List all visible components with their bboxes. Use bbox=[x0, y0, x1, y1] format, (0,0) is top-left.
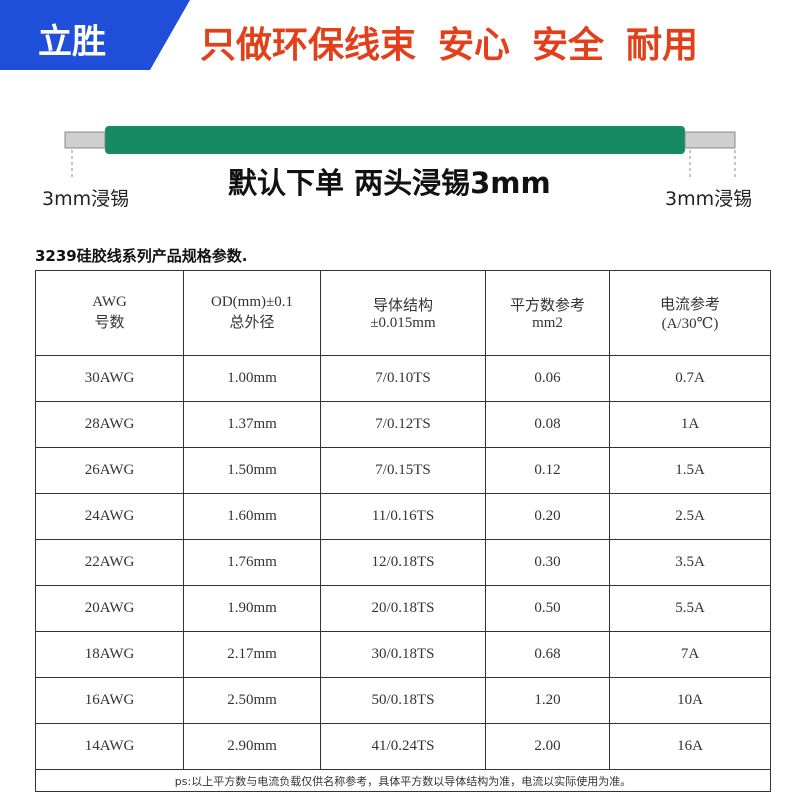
header-line: 导体结构 bbox=[372, 298, 433, 314]
table-cell: 20/0.18TS bbox=[320, 585, 486, 632]
header-line: 号数 bbox=[94, 315, 125, 331]
table-cell: 28AWG bbox=[35, 401, 184, 448]
table-row: 18AWG 2.17mm 30/0.18TS 0.68 7A bbox=[35, 631, 771, 678]
spec-table: AWG 号数 OD(mm)±0.1 总外径 导体结构 ±0.015mm 平方数参考 mm2 电流… bbox=[35, 270, 771, 792]
table-cell: 18AWG bbox=[35, 631, 184, 678]
header-cell: 电流参考 (A/30℃) bbox=[609, 270, 771, 356]
table-cell: 0.30 bbox=[485, 539, 610, 586]
table-cell: 1.90mm bbox=[183, 585, 321, 632]
header-line: 总外径 bbox=[229, 315, 275, 331]
header-line: OD(mm)±0.1 bbox=[211, 294, 293, 310]
header-line: ±0.015mm bbox=[370, 315, 436, 331]
slogan: 只做环保线束 安心 安全 耐用 bbox=[200, 16, 720, 68]
table-cell: 41/0.24TS bbox=[320, 723, 486, 770]
header-cell: 导体结构 ±0.015mm bbox=[320, 270, 486, 356]
footnote-row: ps:以上平方数与电流负载仅供名称参考，具体平方数以导体结构为准，电流以实际使用… bbox=[35, 769, 771, 792]
table-cell: 12/0.18TS bbox=[320, 539, 486, 586]
table-cell: 1.50mm bbox=[183, 447, 321, 494]
header-line: mm2 bbox=[532, 315, 563, 331]
wire-caption: 默认下单 两头浸锡3mm bbox=[228, 166, 551, 200]
header-cell: OD(mm)±0.1 总外径 bbox=[183, 270, 321, 356]
table-cell: 20AWG bbox=[35, 585, 184, 632]
table-cell: 7/0.15TS bbox=[320, 447, 486, 494]
table-cell: 24AWG bbox=[35, 493, 184, 540]
header-cell: AWG 号数 bbox=[35, 270, 184, 356]
slogan-part: 安全 bbox=[532, 25, 605, 66]
wire-insulation bbox=[105, 126, 685, 154]
table-cell: 1.60mm bbox=[183, 493, 321, 540]
table-cell: 50/0.18TS bbox=[320, 677, 486, 724]
table-cell: 1.37mm bbox=[183, 401, 321, 448]
brand: 立胜 bbox=[38, 22, 106, 62]
table-cell: 2.00 bbox=[485, 723, 610, 770]
wire-label: 3mm浸锡 bbox=[665, 188, 753, 210]
table-cell: 5.5A bbox=[609, 585, 771, 632]
table-cell: 1.00mm bbox=[183, 355, 321, 402]
brand-banner bbox=[0, 0, 190, 70]
table-cell: 30AWG bbox=[35, 355, 184, 402]
table-cell: 22AWG bbox=[35, 539, 184, 586]
table-cell: 11/0.16TS bbox=[320, 493, 486, 540]
table-row: 20AWG 1.90mm 20/0.18TS 0.50 5.5A bbox=[35, 585, 771, 632]
table-cell: 0.68 bbox=[485, 631, 610, 678]
table-cell: 0.50 bbox=[485, 585, 610, 632]
table-cell: 14AWG bbox=[35, 723, 184, 770]
table-cell: 16A bbox=[609, 723, 771, 770]
slogan-part: 安心 bbox=[438, 25, 511, 66]
table-cell: 0.12 bbox=[485, 447, 610, 494]
wire-tip-left bbox=[64, 131, 106, 149]
table-cell: 0.7A bbox=[609, 355, 771, 402]
table-cell: 30/0.18TS bbox=[320, 631, 486, 678]
slogan-part: 只做环保线束 bbox=[200, 25, 417, 66]
header-line: 电流参考 bbox=[659, 297, 720, 313]
table-cell: 2.50mm bbox=[183, 677, 321, 724]
header-line: 平方数参考 bbox=[509, 298, 585, 314]
table-cell: 1.20 bbox=[485, 677, 610, 724]
table-row: 22AWG 1.76mm 12/0.18TS 0.30 3.5A bbox=[35, 539, 771, 586]
wire-label: 3mm浸锡 bbox=[42, 188, 130, 210]
header-cell: 平方数参考 mm2 bbox=[485, 270, 610, 356]
table-cell: 2.90mm bbox=[183, 723, 321, 770]
table-cell: 0.20 bbox=[485, 493, 610, 540]
table-row: 26AWG 1.50mm 7/0.15TS 0.12 1.5A bbox=[35, 447, 771, 494]
table-row: 14AWG 2.90mm 41/0.24TS 2.00 16A bbox=[35, 723, 771, 770]
table-cell: 0.08 bbox=[485, 401, 610, 448]
table-row: 30AWG 1.00mm 7/0.10TS 0.06 0.7A bbox=[35, 355, 771, 402]
table-cell: 0.06 bbox=[485, 355, 610, 402]
table-cell: 1.76mm bbox=[183, 539, 321, 586]
slogan-part: 耐用 bbox=[626, 25, 699, 66]
table-cell: 3.5A bbox=[609, 539, 771, 586]
table-cell: 16AWG bbox=[35, 677, 184, 724]
table-cell: 7A bbox=[609, 631, 771, 678]
table-row: 16AWG 2.50mm 50/0.18TS 1.20 10A bbox=[35, 677, 771, 724]
table-cell: 10A bbox=[609, 677, 771, 724]
table-cell: 1A bbox=[609, 401, 771, 448]
table-row: 28AWG 1.37mm 7/0.12TS 0.08 1A bbox=[35, 401, 771, 448]
table-cell: 7/0.12TS bbox=[320, 401, 486, 448]
header-line: AWG bbox=[92, 294, 127, 310]
table-row: 24AWG 1.60mm 11/0.16TS 0.20 2.5A bbox=[35, 493, 771, 540]
table-cell: 26AWG bbox=[35, 447, 184, 494]
header-row: AWG 号数 OD(mm)±0.1 总外径 导体结构 ±0.015mm 平方数参考 mm2 电流… bbox=[35, 270, 771, 356]
table-title: 3239硅胶线系列产品规格参数. bbox=[35, 247, 248, 265]
table-cell: 2.17mm bbox=[183, 631, 321, 678]
table-cell: 7/0.10TS bbox=[320, 355, 486, 402]
header-line: (A/30℃) bbox=[661, 316, 719, 332]
wire-tip-right bbox=[684, 131, 736, 149]
table-cell: 1.5A bbox=[609, 447, 771, 494]
banner-graphics bbox=[0, 0, 736, 180]
footnote: ps:以上平方数与电流负载仅供名称参考，具体平方数以导体结构为准，电流以实际使用… bbox=[35, 769, 771, 792]
table-cell: 2.5A bbox=[609, 493, 771, 540]
